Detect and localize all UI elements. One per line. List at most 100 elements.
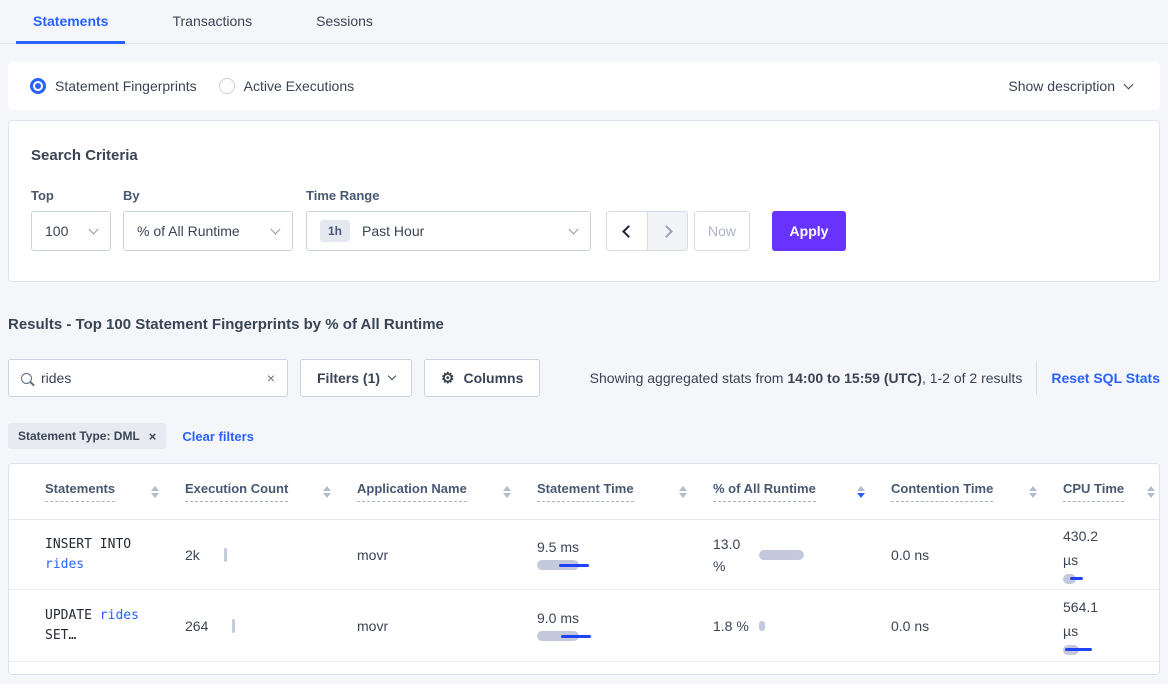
show-description-label: Show description: [1008, 78, 1115, 94]
execution-count-cell: 2k: [185, 520, 357, 589]
search-criteria-title: Search Criteria: [31, 147, 138, 164]
contention-time-cell: 0.0 ns: [891, 520, 1063, 589]
cpu-time-bar: [1063, 644, 1098, 655]
search-input[interactable]: [41, 370, 258, 386]
column-header-execution-count[interactable]: Execution Count: [185, 464, 357, 519]
statements-table: Statements Execution Count Application N…: [8, 463, 1160, 675]
radio-statement-fingerprints-label: Statement Fingerprints: [55, 78, 197, 94]
chevron-down-icon: [568, 224, 579, 234]
table-row[interactable]: INSERT INTO rides 2k movr 9.5 ms: [9, 520, 1159, 590]
statement-time-value: 9.5 ms: [537, 539, 580, 555]
stats-area: Showing aggregated stats from 14:00 to 1…: [590, 361, 1160, 395]
time-range-field: Time Range 1h Past Hour: [306, 188, 606, 251]
statement-keyword: UPDATE: [45, 607, 92, 623]
table-row[interactable]: UPDATE rides SET… 264 movr 9.0 ms: [9, 590, 1159, 662]
time-range-pager: [606, 211, 688, 251]
statement-cell: INSERT INTO rides: [45, 520, 185, 589]
column-header-statement-time[interactable]: Statement Time: [537, 464, 713, 519]
tab-sessions[interactable]: Sessions: [316, 12, 373, 29]
filter-chip-label: Statement Type: DML: [18, 429, 140, 443]
results-heading: Results - Top 100 Statement Fingerprints…: [8, 316, 444, 333]
column-header-cpu-time[interactable]: CPU Time: [1063, 464, 1159, 519]
top-field: Top 100: [31, 188, 123, 251]
tab-statements[interactable]: Statements: [16, 0, 126, 44]
apply-button[interactable]: Apply: [772, 211, 846, 251]
column-header-application-name[interactable]: Application Name: [357, 464, 537, 519]
by-field: By % of All Runtime: [123, 188, 306, 251]
time-range-badge: 1h: [320, 220, 351, 242]
cpu-time-cell: 564.1 µs: [1063, 590, 1159, 661]
sort-icon: [679, 485, 687, 498]
reset-sql-stats-link[interactable]: Reset SQL Stats: [1051, 370, 1160, 386]
top-label: Top: [31, 188, 54, 203]
radio-active-executions[interactable]: Active Executions: [218, 78, 355, 94]
clear-search-icon[interactable]: ×: [266, 370, 275, 386]
vertical-divider: [1036, 361, 1038, 395]
chevron-left-icon: [622, 224, 635, 238]
statement-time-bar: [537, 631, 591, 641]
contention-time-cell: 0.0 ns: [891, 590, 1063, 661]
now-button[interactable]: Now: [694, 211, 750, 251]
chevron-down-icon: [88, 224, 99, 234]
time-range-select[interactable]: 1h Past Hour: [306, 211, 591, 251]
statement-time-value: 9.0 ms: [537, 610, 580, 626]
clear-filters-link[interactable]: Clear filters: [182, 428, 254, 444]
previous-time-range-button[interactable]: [607, 212, 647, 250]
pct-runtime-bar: [759, 549, 804, 560]
count-bar: [223, 547, 227, 562]
chevron-right-icon: [659, 224, 673, 238]
column-header-statements[interactable]: Statements: [45, 464, 185, 519]
filters-button[interactable]: Filters (1): [300, 359, 413, 397]
statement-link[interactable]: rides: [99, 607, 139, 623]
columns-button[interactable]: ⚙ Columns: [424, 359, 541, 397]
tab-transactions[interactable]: Transactions: [172, 12, 253, 29]
execution-count-value: 2k: [185, 546, 200, 563]
time-range-label: Time Range: [306, 188, 380, 203]
chevron-down-icon: [270, 224, 281, 234]
sort-icon: [323, 485, 331, 498]
by-label: By: [123, 188, 140, 203]
remove-filter-icon[interactable]: ×: [148, 428, 157, 444]
stats-suffix: , 1-2 of 2 results: [921, 370, 1023, 386]
statement-link[interactable]: rides: [45, 556, 85, 572]
count-bar: [232, 618, 236, 633]
contention-time-value: 0.0 ns: [891, 617, 930, 634]
statement-keyword: INSERT INTO: [45, 536, 132, 552]
results-controls: × Filters (1) ⚙ Columns Showing aggregat…: [8, 359, 1160, 397]
stats-time-window: 14:00 to 15:59 (UTC): [787, 370, 922, 386]
cpu-time-value: 564.1: [1063, 598, 1099, 615]
application-name-cell: movr: [357, 590, 537, 661]
statement-time-cell: 9.5 ms: [537, 520, 713, 589]
cpu-time-value: 430.2: [1063, 527, 1099, 544]
top-select-value: 100: [45, 223, 69, 239]
statement-time-bar: [537, 560, 589, 570]
radio-active-executions-label: Active Executions: [243, 78, 355, 94]
contention-time-value: 0.0 ns: [891, 546, 930, 563]
search-criteria-panel: Search Criteria Top 100 By % of All Runt…: [8, 120, 1160, 282]
statement-time-cell: 9.0 ms: [537, 590, 713, 661]
show-description-toggle[interactable]: Show description: [1008, 78, 1134, 94]
execution-count-cell: 264: [185, 590, 357, 661]
pct-runtime-value: 1.8 %: [713, 617, 749, 634]
aggregated-stats-text: Showing aggregated stats from 14:00 to 1…: [590, 370, 1023, 386]
pct-runtime-unit: %: [713, 557, 726, 574]
pct-runtime-cell: 1.8 %: [713, 590, 891, 661]
filter-chips-row: Statement Type: DML × Clear filters: [8, 423, 1160, 449]
application-name-value: movr: [357, 617, 389, 634]
top-select[interactable]: 100: [31, 211, 111, 251]
radio-statement-fingerprints[interactable]: Statement Fingerprints: [30, 78, 197, 94]
cpu-time-unit: µs: [1063, 551, 1079, 568]
cpu-time-bar: [1063, 573, 1098, 584]
execution-count-value: 264: [185, 617, 209, 634]
sort-icon: [503, 485, 511, 498]
filter-chip-statement-type[interactable]: Statement Type: DML ×: [8, 423, 167, 449]
by-select[interactable]: % of All Runtime: [123, 211, 293, 251]
view-mode-bar: Statement Fingerprints Active Executions…: [8, 62, 1160, 110]
next-time-range-button[interactable]: [647, 212, 687, 250]
search-box: ×: [8, 359, 288, 397]
application-name-value: movr: [357, 546, 389, 563]
statement-rest: SET…: [45, 627, 77, 643]
column-header-contention-time[interactable]: Contention Time: [891, 464, 1063, 519]
top-tab-bar: Statements Transactions Sessions: [0, 0, 1168, 44]
column-header-pct-of-all-runtime[interactable]: % of All Runtime: [713, 464, 891, 519]
